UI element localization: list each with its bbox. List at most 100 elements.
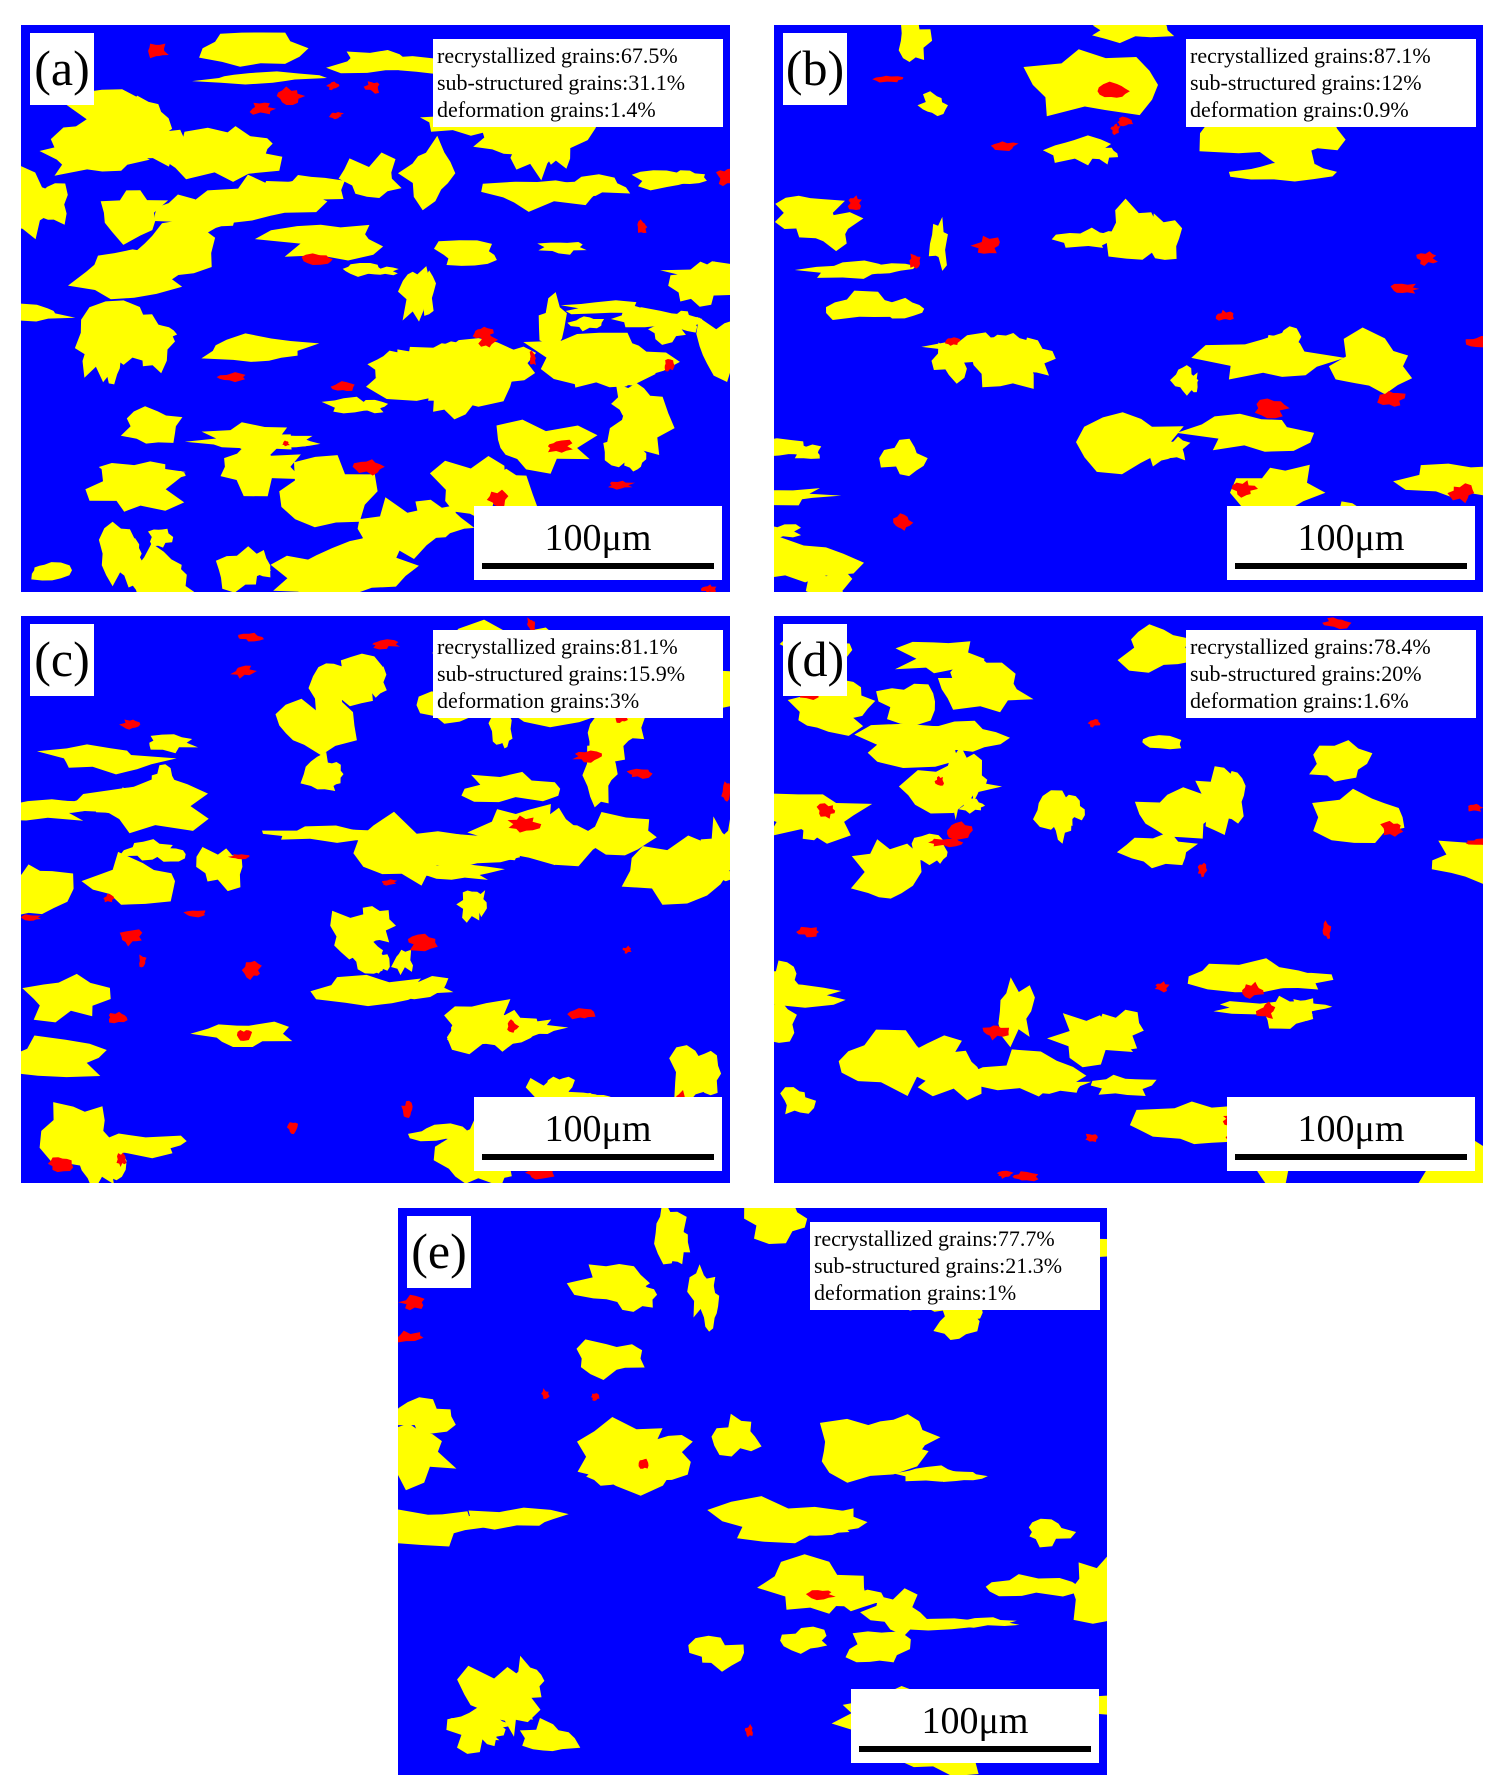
stats-box xyxy=(433,630,723,718)
stats-box xyxy=(1186,39,1476,127)
deformation-grain xyxy=(328,112,344,120)
recrystallized-grain xyxy=(855,263,916,274)
recrystallized-grain xyxy=(1076,412,1184,475)
recrystallized-grain xyxy=(162,781,182,806)
recrystallized-grain xyxy=(560,300,643,315)
ebsd-map-panel: (a) recrystallized grains:67.5% sub-struct… xyxy=(0,25,813,614)
recrystallized-grain xyxy=(201,333,320,362)
panel-label-box xyxy=(30,33,94,105)
stats-line: deformation grains:1.6% xyxy=(1190,688,1409,713)
deformation-grain xyxy=(1390,283,1420,294)
recrystallized-grain xyxy=(596,340,680,388)
recrystallized-grain xyxy=(576,1339,645,1380)
deformation-grain xyxy=(796,926,819,938)
stats-line: deformation grains:1.4% xyxy=(437,97,656,122)
stats-line: deformation grains:1% xyxy=(814,1280,1016,1305)
deformation-grain xyxy=(982,1025,1010,1041)
recrystallized-grain xyxy=(1092,18,1175,44)
panel-label: (c) xyxy=(34,631,90,687)
deformation-grain xyxy=(1254,398,1290,419)
deformation-grain xyxy=(816,803,836,819)
recrystallized-grain xyxy=(338,152,402,198)
recrystallized-grain xyxy=(819,1418,929,1483)
recrystallized-grain xyxy=(1051,794,1072,844)
deformation-grain xyxy=(996,1170,1014,1179)
scale-bar xyxy=(482,1154,714,1160)
recrystallized-grain xyxy=(879,438,928,477)
deformation-grain xyxy=(945,337,961,346)
ebsd-map-panel: (d) recrystallized grains:78.4% sub-struct… xyxy=(725,616,1500,1210)
deformation-grain xyxy=(119,929,143,947)
deformation-grain xyxy=(1012,1171,1039,1182)
ebsd-map-panel: (e) recrystallized grains:77.7% sub-struct… xyxy=(372,1192,1145,1777)
recrystallized-grain xyxy=(192,71,327,85)
deformation-grain xyxy=(372,639,400,650)
recrystallized-grain xyxy=(471,890,487,918)
recrystallized-grain xyxy=(794,260,893,279)
stats-box xyxy=(1186,630,1476,718)
recrystallized-grain xyxy=(864,1414,941,1457)
deformation-grain xyxy=(1465,838,1497,845)
deformation-grain xyxy=(139,954,147,968)
deformation-grain xyxy=(216,372,246,383)
recrystallized-grain xyxy=(1184,372,1198,393)
panel-label-box xyxy=(30,624,94,696)
deformation-grain xyxy=(572,750,602,763)
recrystallized-grain xyxy=(567,316,605,332)
recrystallized-grain xyxy=(322,762,344,788)
recrystallized-grain xyxy=(1286,998,1314,1021)
stats-line: sub-structured grains:12% xyxy=(1190,70,1422,95)
deformation-grain xyxy=(970,235,1000,254)
recrystallized-grain xyxy=(1176,413,1315,452)
deformation-grain xyxy=(1416,251,1438,266)
recrystallized-grain xyxy=(1134,787,1220,839)
deformation-grain xyxy=(721,781,731,802)
deformation-grain xyxy=(1322,920,1332,940)
recrystallized-grain xyxy=(1142,735,1182,750)
deformation-grain xyxy=(541,1388,550,1399)
recrystallized-grain xyxy=(1261,970,1334,990)
recrystallized-grain xyxy=(85,467,185,512)
deformation-grain xyxy=(1255,1001,1276,1019)
deformation-grain xyxy=(529,350,536,366)
recrystallized-grain xyxy=(332,660,357,703)
deformation-grain xyxy=(893,513,914,531)
recrystallized-grain xyxy=(688,1635,744,1672)
deformation-grain xyxy=(119,719,141,730)
deformation-grain xyxy=(103,893,115,903)
deformation-grain xyxy=(148,43,169,59)
recrystallized-grain xyxy=(352,399,389,414)
panel-label-box xyxy=(407,1216,471,1288)
recrystallized-grain xyxy=(1085,231,1123,247)
deformation-grain xyxy=(608,480,636,490)
stats-line: recrystallized grains:77.7% xyxy=(814,1226,1055,1251)
panel-label: (d) xyxy=(786,631,844,687)
recrystallized-grain xyxy=(496,419,598,474)
recrystallized-grain xyxy=(148,528,174,548)
recrystallized-grain xyxy=(532,807,574,856)
recrystallized-grain xyxy=(876,683,935,726)
stats-line: recrystallized grains:81.1% xyxy=(437,634,678,659)
recrystallized-grain xyxy=(780,1626,828,1654)
deformation-grain xyxy=(847,195,862,210)
recrystallized-grain xyxy=(1191,331,1345,380)
deformation-grain xyxy=(638,1458,649,1469)
scale-bar-label: 100μm xyxy=(1298,517,1405,559)
deformation-grain xyxy=(622,945,632,954)
recrystallized-grain xyxy=(1081,143,1119,165)
recrystallized-grain xyxy=(353,811,469,886)
deformation-grain xyxy=(381,879,398,886)
deformation-grain xyxy=(1468,803,1484,812)
stats-box xyxy=(433,39,723,127)
panel-label: (e) xyxy=(411,1223,467,1279)
recrystallized-grain xyxy=(1092,1009,1144,1051)
recrystallized-grain xyxy=(917,91,948,117)
deformation-grain xyxy=(398,1294,425,1311)
scale-bar xyxy=(1235,1154,1467,1160)
deformation-grain xyxy=(1380,820,1404,837)
deformation-grain xyxy=(282,440,290,447)
recrystallized-grain xyxy=(939,1470,988,1482)
recrystallized-grain xyxy=(624,445,647,472)
recrystallized-grain xyxy=(985,1574,1080,1597)
